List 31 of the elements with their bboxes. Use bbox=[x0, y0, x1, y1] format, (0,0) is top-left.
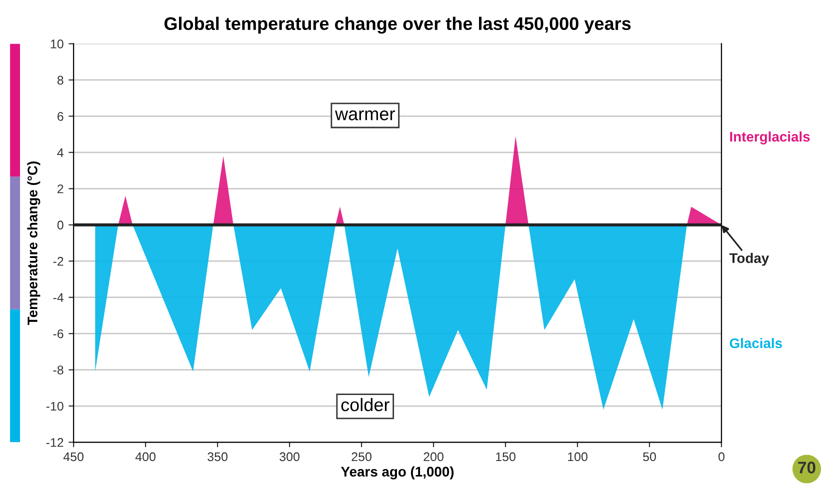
y-tick-label: -6 bbox=[53, 329, 64, 338]
text: Interglacials bbox=[730, 131, 810, 144]
text: Glacials bbox=[730, 338, 782, 348]
y-tick-label: 10 bbox=[50, 40, 64, 48]
annotation: Today bbox=[729, 252, 770, 266]
y-tick-label: -8 bbox=[53, 366, 64, 374]
y-axis-title: Temperature change (°C) bbox=[27, 162, 40, 325]
x-tick-label: 250 bbox=[352, 452, 372, 462]
y-tick-label: -12 bbox=[46, 438, 64, 447]
annotation: warmer bbox=[335, 110, 395, 120]
x-tick-label: 300 bbox=[280, 452, 300, 462]
x-tick-label: 450 bbox=[63, 452, 84, 462]
y-tick-label: -2 bbox=[53, 256, 64, 266]
chart-title: Global temperature change over the last 450,000 years bbox=[164, 16, 631, 34]
y-tick-label: -10 bbox=[46, 402, 64, 411]
text: 70 bbox=[798, 462, 816, 474]
x-tick-label: 200 bbox=[424, 452, 444, 462]
x-tick-label: 400 bbox=[135, 452, 156, 462]
x-tick-label: 0 bbox=[718, 452, 724, 462]
y-tick-label: 6 bbox=[58, 112, 64, 121]
y-tick-label: 0 bbox=[57, 220, 64, 230]
x-tick-label: 150 bbox=[496, 452, 516, 462]
annotation: colder bbox=[341, 398, 390, 412]
y-tick-label: 2 bbox=[58, 184, 64, 194]
y-tick-label: 4 bbox=[57, 148, 64, 157]
y-tick-label: -4 bbox=[53, 293, 64, 302]
x-tick-label: 100 bbox=[568, 452, 588, 462]
x-tick-label: 50 bbox=[643, 452, 656, 462]
x-tick-label: 350 bbox=[208, 452, 228, 462]
y-tick-label: 8 bbox=[57, 76, 64, 85]
x-axis-title: Years ago (1,000) bbox=[341, 466, 454, 480]
